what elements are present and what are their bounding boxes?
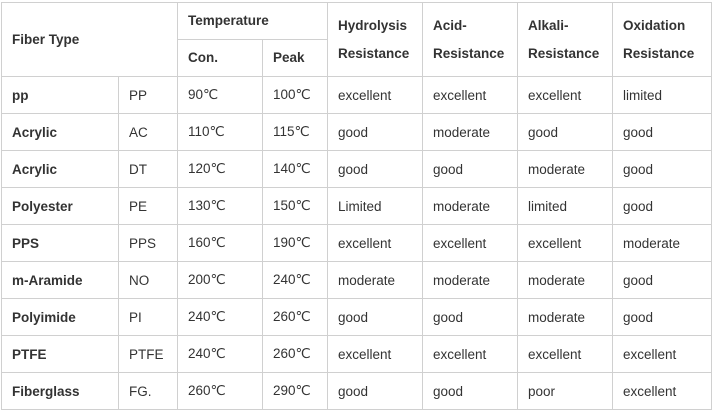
- table-cell: good: [517, 113, 614, 151]
- table-cell: moderate: [327, 261, 424, 299]
- table-cell: m-Aramide: [1, 261, 119, 299]
- table-cell: poor: [517, 372, 614, 410]
- table-row: Acrylic DT 120℃ 140℃ good good moderate good: [1, 150, 712, 188]
- header-cell: Temperature: [177, 2, 329, 40]
- table-cell: good: [612, 113, 712, 151]
- header-cell: Peak: [262, 39, 329, 77]
- table-cell: 120℃: [177, 150, 264, 188]
- table-cell: good: [422, 372, 519, 410]
- table-cell: 260℃: [262, 298, 329, 336]
- table-row: pp PP 90℃ 100℃ excellent excellent excellent li…: [1, 76, 712, 114]
- table-cell: moderate: [517, 298, 614, 336]
- table-cell: good: [422, 150, 519, 188]
- table-cell: good: [327, 298, 424, 336]
- table-cell: good: [327, 113, 424, 151]
- table-cell: PI: [117, 298, 179, 336]
- header-cell: Alkali-Resistance: [517, 2, 614, 77]
- table-cell: Acrylic: [1, 113, 119, 151]
- table-cell: limited: [612, 76, 712, 114]
- table-cell: good: [612, 298, 712, 336]
- table-row: Polyimide PI 240℃ 260℃ good good moderate good: [1, 298, 712, 336]
- table-cell: PTFE: [1, 335, 119, 373]
- table-cell: moderate: [517, 150, 614, 188]
- header-cell: Acid-Resistance: [422, 2, 519, 77]
- table-cell: excellent: [327, 224, 424, 262]
- table-cell: excellent: [517, 224, 614, 262]
- table-cell: excellent: [327, 335, 424, 373]
- table-cell: Polyimide: [1, 298, 119, 336]
- table-cell: Fiberglass: [1, 372, 119, 410]
- table-cell: 115℃: [262, 113, 329, 151]
- table-cell: excellent: [517, 76, 614, 114]
- table-row: m-Aramide NO 200℃ 240℃ moderate moderate moder…: [1, 261, 712, 299]
- table-cell: excellent: [422, 224, 519, 262]
- table-cell: 150℃: [262, 187, 329, 225]
- header-cell: Oxidation Resistance: [612, 2, 712, 77]
- table-cell: limited: [517, 187, 614, 225]
- fiber-table: Fiber Type Temperature Hydrolysis Resist…: [0, 2, 712, 410]
- table-cell: 240℃: [262, 261, 329, 299]
- table-cell: excellent: [517, 335, 614, 373]
- table-cell: DT: [117, 150, 179, 188]
- table-cell: Acrylic: [1, 150, 119, 188]
- table-cell: 240℃: [177, 298, 264, 336]
- table-cell: NO: [117, 261, 179, 299]
- table-cell: good: [612, 261, 712, 299]
- table-row: PPS PPS 160℃ 190℃ excellent excellent excellen…: [1, 224, 712, 262]
- table-cell: PPS: [117, 224, 179, 262]
- table-cell: 110℃: [177, 113, 264, 151]
- header-cell: Fiber Type: [0, 2, 179, 77]
- table-cell: pp: [1, 76, 119, 114]
- table-cell: good: [422, 298, 519, 336]
- table-cell: 130℃: [177, 187, 264, 225]
- table-cell: PTFE: [117, 335, 179, 373]
- table-cell: AC: [117, 113, 179, 151]
- table-cell: FG.: [117, 372, 179, 410]
- table-cell: 100℃: [262, 76, 329, 114]
- table-cell: moderate: [612, 224, 712, 262]
- table-cell: good: [327, 372, 424, 410]
- table-row: Polyester PE 130℃ 150℃ Limited moderate limite…: [1, 187, 712, 225]
- table-cell: 160℃: [177, 224, 264, 262]
- table-cell: 240℃: [177, 335, 264, 373]
- header-cell: Con.: [177, 39, 264, 77]
- table-cell: 260℃: [262, 335, 329, 373]
- table-row: Acrylic AC 110℃ 115℃ good moderate good good: [1, 113, 712, 151]
- table-cell: 90℃: [177, 76, 264, 114]
- table-cell: 290℃: [262, 372, 329, 410]
- table-cell: excellent: [612, 372, 712, 410]
- table-cell: moderate: [422, 261, 519, 299]
- table-cell: good: [327, 150, 424, 188]
- table-row: PTFE PTFE 240℃ 260℃ excellent excellent excell…: [1, 335, 712, 373]
- table-row: Fiberglass FG. 260℃ 290℃ good good poor excelle…: [1, 372, 712, 410]
- table-cell: excellent: [612, 335, 712, 373]
- table-cell: Polyester: [1, 187, 119, 225]
- table-cell: PP: [117, 76, 179, 114]
- table-cell: PPS: [1, 224, 119, 262]
- table-cell: excellent: [422, 335, 519, 373]
- table-cell: excellent: [422, 76, 519, 114]
- table-cell: excellent: [327, 76, 424, 114]
- table-cell: good: [612, 187, 712, 225]
- table-cell: moderate: [422, 113, 519, 151]
- table-cell: 260℃: [177, 372, 264, 410]
- table-cell: 190℃: [262, 224, 329, 262]
- table-cell: moderate: [422, 187, 519, 225]
- table-cell: good: [612, 150, 712, 188]
- table-cell: PE: [117, 187, 179, 225]
- header-cell: Hydrolysis Resistance: [327, 2, 424, 77]
- table-cell: Limited: [327, 187, 424, 225]
- table-cell: 140℃: [262, 150, 329, 188]
- table-cell: moderate: [517, 261, 614, 299]
- table-cell: 200℃: [177, 261, 264, 299]
